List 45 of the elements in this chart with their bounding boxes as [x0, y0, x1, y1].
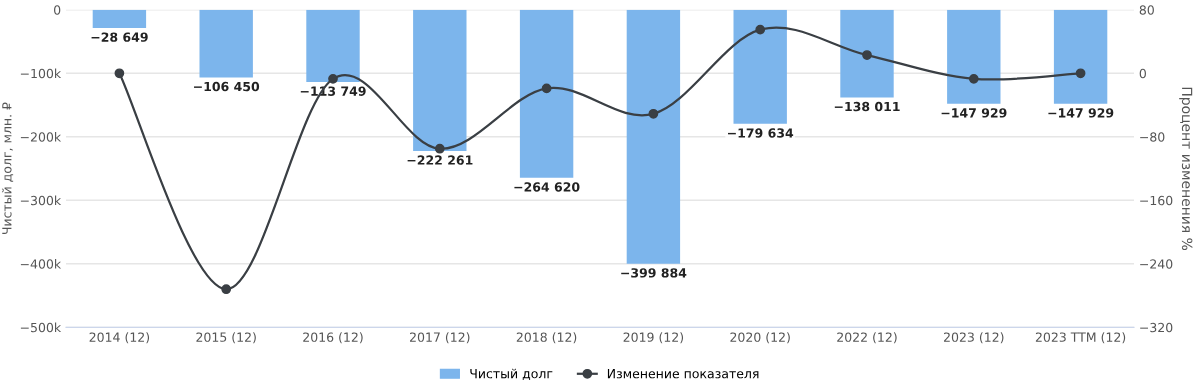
point	[328, 73, 338, 84]
y-tick-label: −200k	[20, 132, 62, 142]
x-tick-label: 2023 TTM (12)	[1035, 332, 1126, 344]
data-label: −399 884	[621, 268, 687, 278]
y-tick-label: −500k	[20, 322, 62, 333]
x-tick-label: 2015 (12)	[196, 332, 256, 344]
point	[114, 68, 125, 79]
point	[968, 73, 979, 84]
y2-tick-label: −320	[1140, 322, 1173, 333]
x-tick-label: 2022 (12)	[837, 332, 897, 344]
y-tick-label: −100k	[20, 68, 62, 79]
y-tick-label: −300k	[20, 195, 62, 206]
data-label: −138 011	[834, 101, 900, 112]
legend-label: Изменение показателя	[607, 369, 759, 379]
data-label: −264 620	[514, 182, 580, 192]
data-label: −106 450	[194, 81, 260, 92]
y2-tick-label: −240	[1140, 259, 1173, 269]
point	[434, 143, 445, 154]
x-tick-label: 2016 (12)	[303, 332, 363, 344]
point	[862, 50, 872, 60]
point	[1075, 68, 1086, 79]
x-tick-label: 2020 (12)	[730, 332, 790, 344]
x-tick-label: 2014 (12)	[89, 332, 150, 344]
y2-tick-label: −160	[1140, 195, 1173, 206]
y-axis-title: Чистый долг, млн. ₽	[1, 102, 14, 235]
point	[221, 284, 232, 295]
y2-tick-label: 0	[1139, 68, 1146, 79]
y-tick-label: −400k	[20, 259, 62, 269]
point	[755, 24, 766, 35]
data-label: −222 261	[407, 155, 473, 165]
x-tick-label: 2018 (12)	[516, 332, 577, 344]
x-tick-label: 2023 (12)	[943, 332, 1004, 344]
legend-label: Чистый долг	[470, 368, 553, 380]
x-tick-label: 2017 (12)	[409, 332, 470, 344]
point	[648, 108, 659, 119]
data-label: −179 634	[728, 128, 794, 138]
y2-tick-label: −80	[1140, 132, 1165, 142]
data-label: −147 929	[1048, 108, 1114, 118]
point	[541, 83, 552, 94]
y2-axis-title: Процент изменения %	[1179, 87, 1193, 251]
y2-tick-label: 80	[1139, 5, 1154, 15]
x-tick-label: 2019 (12)	[623, 332, 684, 344]
data-label: −28 649	[91, 32, 148, 42]
data-label: −147 929	[941, 108, 1007, 118]
y-tick-label: 0	[54, 5, 61, 15]
